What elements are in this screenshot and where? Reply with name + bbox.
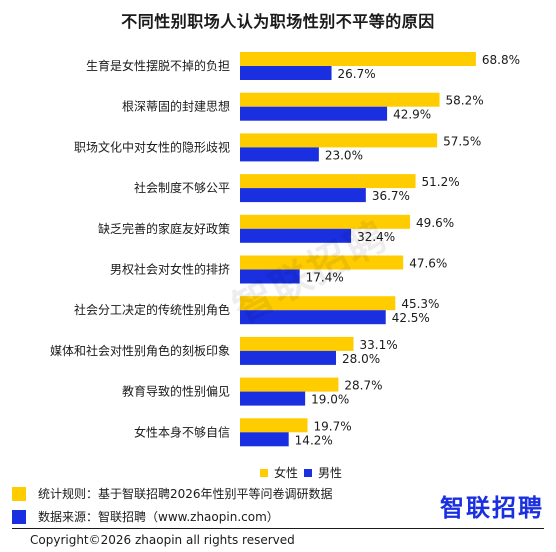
bar-female	[240, 377, 339, 392]
bar-male	[240, 269, 300, 284]
copyright-text: Copyright©2026 zhaopin all rights reserv…	[30, 533, 295, 547]
category-label: 缺乏完善的家庭友好政策	[98, 221, 230, 236]
note-rule: 统计规则：基于智联招聘2026年性别平等问卷调研数据	[12, 485, 333, 502]
zhaopin-logo: 智联招聘	[440, 494, 544, 522]
data-label: 14.2%	[295, 433, 333, 447]
category-label: 生育是女性摆脱不掉的负担	[86, 58, 230, 73]
bar-male	[240, 106, 388, 121]
legend-male-label: 男性	[317, 466, 342, 480]
bar-male	[240, 350, 336, 365]
bar-male	[240, 66, 332, 80]
bar-female	[240, 174, 416, 189]
data-label: 68.8%	[482, 53, 520, 67]
category-label: 社会分工决定的传统性别角色	[74, 302, 230, 317]
legend: 女性 男性	[259, 464, 342, 481]
data-label: 58.2%	[446, 94, 484, 108]
data-label: 23.0%	[325, 148, 363, 162]
bar-female	[240, 52, 476, 66]
data-label: 51.2%	[422, 175, 460, 189]
bar-female	[240, 255, 404, 270]
bar-male	[240, 391, 306, 406]
category-label: 媒体和社会对性别角色的刻板印象	[50, 343, 230, 358]
legend-male-swatch	[303, 468, 312, 477]
bar-chart: 生育是女性摆脱不掉的负担 68.8% 26.7% 根深蒂固的封建思想 58.2% 42.9…	[50, 52, 520, 447]
chart-title: 不同性别职场人认为职场性别不平等的原因	[121, 12, 435, 31]
data-label: 45.3%	[401, 297, 439, 311]
data-label: 17.4%	[306, 271, 344, 285]
data-label: 36.7%	[372, 189, 410, 203]
category-label: 教育导致的性别偏见	[122, 384, 230, 399]
bar-female	[240, 296, 396, 311]
bar-male	[240, 310, 386, 325]
footer-divider	[12, 528, 544, 529]
note-rule-text: 统计规则：基于智联招聘2026年性别平等问卷调研数据	[38, 487, 333, 501]
category-label: 根深蒂固的封建思想	[122, 99, 230, 114]
data-label: 33.1%	[359, 338, 397, 352]
note-rule-swatch	[12, 486, 26, 501]
category-label: 男权社会对女性的排挤	[110, 262, 230, 277]
legend-female-swatch	[259, 468, 268, 477]
bar-female	[240, 418, 308, 433]
category-label: 女性本身不够自信	[134, 424, 230, 439]
note-source-swatch	[12, 509, 26, 524]
bar-female	[240, 336, 354, 351]
data-label: 42.5%	[392, 311, 430, 325]
category-label: 社会制度不够公平	[134, 180, 230, 195]
data-label: 26.7%	[338, 67, 376, 81]
bar-female	[240, 92, 440, 107]
data-label: 19.0%	[311, 393, 349, 407]
bar-male	[240, 188, 366, 203]
data-label: 49.6%	[416, 216, 454, 230]
data-label: 28.0%	[342, 352, 380, 366]
bar-female	[240, 133, 438, 148]
note-source: 数据来源：智联招聘（www.zhaopin.com）	[12, 508, 279, 525]
note-source-text: 数据来源：智联招聘（www.zhaopin.com）	[38, 510, 279, 524]
bar-male	[240, 228, 352, 243]
legend-female-label: 女性	[273, 466, 298, 480]
bar-female	[240, 214, 411, 229]
bar-male	[240, 147, 319, 162]
data-label: 42.9%	[393, 108, 431, 122]
bar-male	[240, 432, 289, 447]
data-label: 47.6%	[409, 257, 447, 271]
data-label: 57.5%	[443, 134, 481, 148]
category-label: 职场文化中对女性的隐形歧视	[74, 139, 230, 154]
data-label: 28.7%	[344, 379, 382, 393]
data-label: 32.4%	[357, 230, 395, 244]
data-label: 19.7%	[314, 419, 352, 433]
